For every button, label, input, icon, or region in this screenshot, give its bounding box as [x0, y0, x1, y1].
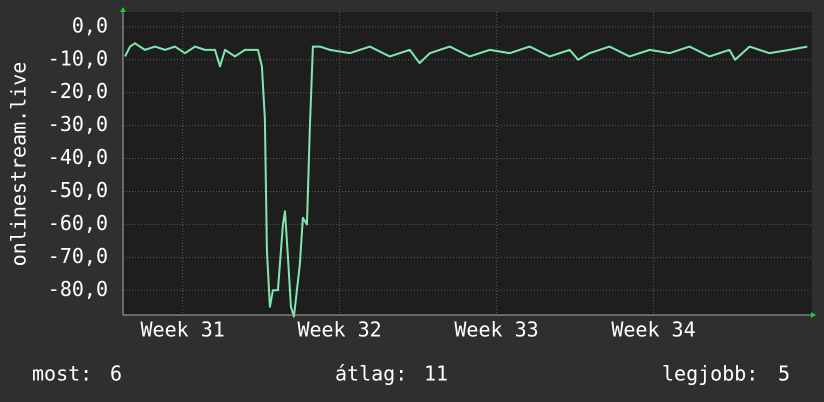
grid	[123, 12, 812, 315]
y-tick-label: -60,0	[48, 211, 108, 235]
y-arrow	[120, 7, 126, 12]
footer-value: 6	[110, 362, 122, 386]
x-tick-label: Week 34	[611, 318, 695, 342]
footer-label: most:	[32, 362, 92, 386]
y-tick-label: -10,0	[48, 46, 108, 70]
y-tick-label: -70,0	[48, 244, 108, 268]
x-tick-label: Week 31	[140, 318, 224, 342]
footer-label: átlag:	[335, 362, 407, 386]
x-tick-label: Week 32	[297, 318, 381, 342]
y-tick-label: 0,0	[72, 13, 108, 37]
y-tick-label: -40,0	[48, 145, 108, 169]
footer-value: 5	[778, 362, 790, 386]
y-tick-label: -30,0	[48, 112, 108, 136]
footer-value: 11	[424, 362, 448, 386]
data-line	[124, 42, 808, 318]
y-tick-label: -20,0	[48, 79, 108, 103]
x-tick-label: Week 33	[454, 318, 538, 342]
y-tick-label: -50,0	[48, 178, 108, 202]
y-tick-label: -80,0	[48, 277, 108, 301]
x-arrow	[811, 312, 816, 318]
y-axis-label: onlinestream.live	[7, 62, 31, 267]
marks	[124, 42, 808, 318]
footer-label: legjobb:	[662, 362, 758, 386]
plot-area	[123, 12, 812, 315]
